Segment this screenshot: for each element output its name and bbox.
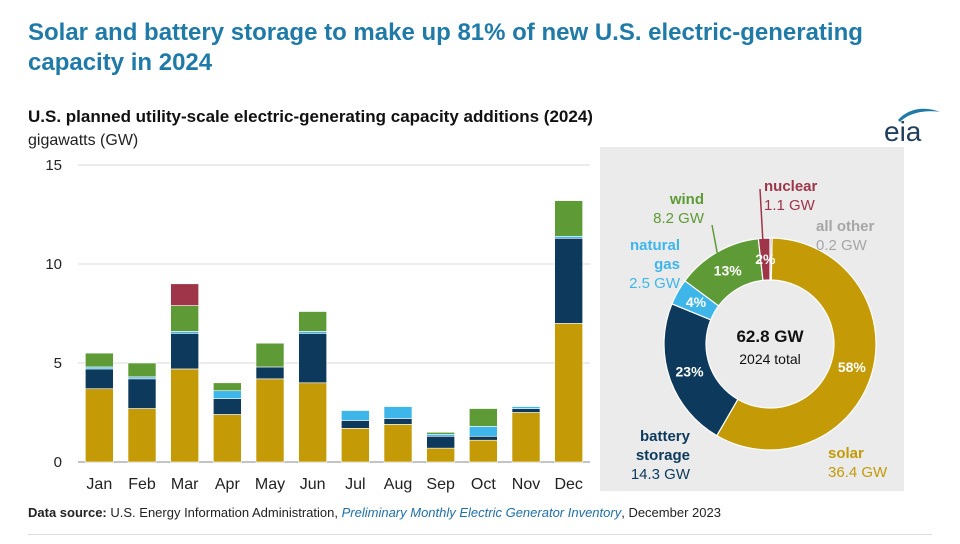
all-other-name: all other [816, 218, 875, 235]
x-tick-label: Jan [86, 476, 112, 493]
x-tick-label: Sep [426, 476, 455, 493]
donut-percent-natural-gas: 4% [686, 294, 707, 310]
y-tick-label: 0 [54, 454, 62, 471]
bar-battery-oct [469, 435, 498, 441]
all-other-value: 0.2 GW [816, 237, 867, 254]
bar-wind-mar [170, 305, 199, 332]
bar-battery-apr [213, 398, 242, 415]
stacked-bar-chart: 0 5 10 15 Jan Feb Mar Apr May Jun Jul Aug Sep Oct Nov D… [45, 157, 590, 493]
source-prefix: Data source: [28, 505, 107, 520]
donut-panel: 58% 23% 4% 13% 2% wind 8.2 GW nuclear 1.1 GW… [600, 147, 904, 491]
bar-wind-sep [426, 431, 455, 435]
bar-wind-jan [85, 352, 114, 368]
bar-wind-may [255, 342, 285, 368]
bar-wind-feb [127, 362, 157, 378]
bar-battery-dec [554, 237, 583, 324]
bar-nuclear-mar [170, 283, 199, 306]
bar-solar-nov [511, 412, 541, 463]
x-tick-label: Dec [554, 476, 582, 493]
solar-name: solar [828, 445, 864, 462]
bar-battery-nov [511, 408, 541, 413]
bar-solar-jul [341, 428, 370, 463]
bar-battery-feb [127, 378, 157, 409]
data-source-note: Data source: U.S. Energy Information Adm… [28, 505, 721, 520]
bar-solar-mar [170, 368, 199, 463]
source-publication-link[interactable]: Preliminary Monthly Electric Generator I… [341, 505, 622, 520]
bar-wind-jun [298, 311, 327, 332]
bar-wind-dec [554, 200, 583, 237]
donut-label-solar: solar 36.4 GW [828, 444, 887, 482]
bar-natural_gas-oct [469, 426, 498, 437]
eia-logo-swoosh [898, 108, 940, 122]
natural-gas-name: natural gas [629, 237, 680, 273]
donut-slice-solar [715, 237, 877, 451]
bar-chart-title: U.S. planned utility-scale electric-gene… [28, 107, 593, 126]
donut-label-nuclear: nuclear 1.1 GW [764, 177, 817, 215]
bar-battery-mar [170, 333, 199, 370]
eia-logo: eia [880, 106, 942, 148]
bar-battery-may [255, 366, 285, 380]
nuclear-leader-line [759, 188, 764, 244]
bar-solar-feb [127, 408, 157, 463]
natural-gas-value: 2.5 GW [629, 275, 680, 292]
bar-solar-jun [298, 382, 327, 463]
bar-solar-dec [554, 323, 583, 463]
bar-natural_gas-jul [341, 410, 370, 421]
donut-label-all-other: all other 0.2 GW [816, 217, 874, 255]
y-tick-label: 15 [45, 157, 62, 174]
eia-logo-text: eia [884, 116, 922, 147]
solar-value: 36.4 GW [828, 464, 888, 481]
bar-battery-sep [426, 435, 455, 449]
nuclear-name: nuclear [764, 178, 818, 195]
x-tick-label: Oct [471, 476, 496, 493]
bar-battery-aug [383, 418, 413, 425]
bar-solar-oct [469, 439, 498, 463]
donut-percent-solar: 58% [838, 359, 867, 375]
wind-name: wind [669, 191, 704, 208]
bar-natural_gas-nov [511, 406, 541, 409]
donut-center-label: 2024 total [739, 351, 801, 367]
bar-solar-aug [383, 424, 413, 463]
bar-battery-jan [85, 368, 114, 390]
bar-solar-sep [426, 447, 455, 463]
donut-percent-battery: 23% [676, 363, 705, 379]
y-tick-label: 5 [54, 355, 62, 372]
x-tick-label: Mar [171, 476, 199, 493]
bar-natural_gas-aug [383, 406, 413, 419]
bar-battery-jun [298, 333, 327, 384]
x-tick-label: Apr [215, 476, 241, 493]
nuclear-value: 1.1 GW [764, 197, 815, 214]
donut-label-wind: wind 8.2 GW [640, 190, 704, 228]
x-tick-label: May [255, 476, 285, 493]
wind-leader-line [711, 224, 719, 258]
x-tick-label: Jun [300, 476, 326, 493]
headline: Solar and battery storage to make up 81%… [28, 19, 863, 76]
bar-solar-apr [213, 414, 242, 463]
divider [28, 534, 932, 535]
wind-value: 8.2 GW [653, 210, 704, 227]
y-tick-label: 10 [45, 256, 62, 273]
x-tick-label: Aug [384, 476, 412, 493]
x-tick-label: Feb [128, 476, 156, 493]
donut-center-value: 62.8 GW [736, 327, 804, 346]
bar-solar-may [255, 378, 285, 463]
source-date: , December 2023 [621, 505, 721, 520]
y-axis-unit-label: gigawatts (GW) [28, 132, 139, 149]
donut-label-battery: battery storage 14.3 GW [618, 427, 690, 484]
x-tick-label: Nov [512, 476, 540, 493]
bar-natural_gas-apr [213, 390, 242, 399]
bar-battery-jul [341, 420, 370, 429]
bar-solar-jan [85, 388, 114, 463]
donut-percent-nuclear: 2% [755, 251, 776, 267]
x-tick-label: Jul [345, 476, 365, 493]
battery-value: 14.3 GW [630, 466, 690, 483]
bar-wind-oct [469, 408, 498, 427]
battery-name: battery storage [635, 428, 690, 464]
donut-percent-wind: 13% [714, 262, 743, 278]
source-agency: U.S. Energy Information Administration, [110, 505, 338, 520]
donut-chart: 58% 23% 4% 13% 2% [663, 188, 877, 451]
donut-label-natural-gas: natural gas 2.5 GW [606, 236, 680, 293]
bar-wind-apr [213, 382, 242, 392]
